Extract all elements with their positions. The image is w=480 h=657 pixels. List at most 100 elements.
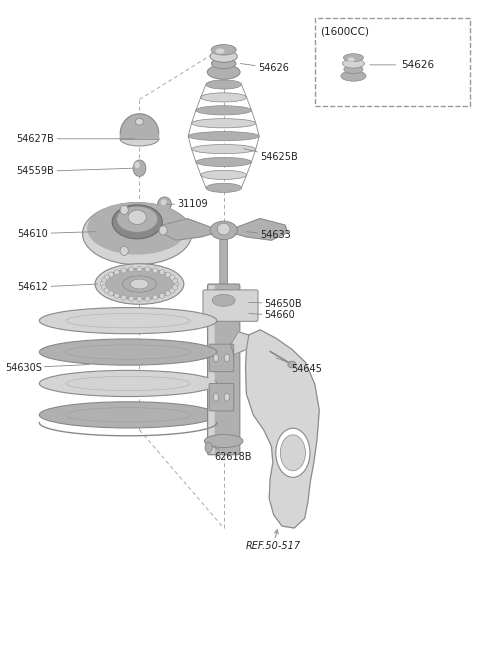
Text: 54626: 54626 (240, 63, 288, 73)
Ellipse shape (87, 202, 187, 254)
Ellipse shape (211, 45, 236, 55)
Ellipse shape (153, 295, 158, 300)
Ellipse shape (159, 269, 165, 275)
Ellipse shape (131, 279, 149, 289)
Ellipse shape (188, 131, 259, 141)
Ellipse shape (224, 394, 229, 401)
Ellipse shape (121, 295, 126, 300)
Ellipse shape (122, 276, 156, 292)
Ellipse shape (196, 158, 252, 167)
Ellipse shape (39, 371, 217, 397)
Ellipse shape (112, 205, 162, 239)
Ellipse shape (104, 288, 109, 293)
Ellipse shape (206, 183, 241, 193)
FancyBboxPatch shape (208, 285, 215, 453)
Ellipse shape (213, 394, 219, 401)
Text: 54626: 54626 (370, 60, 434, 70)
Ellipse shape (39, 339, 217, 365)
Ellipse shape (211, 58, 236, 69)
Ellipse shape (201, 93, 247, 102)
Ellipse shape (120, 206, 128, 214)
Polygon shape (246, 330, 319, 528)
Ellipse shape (205, 442, 212, 453)
Ellipse shape (206, 80, 241, 89)
Bar (315, 18, 469, 106)
Ellipse shape (210, 51, 237, 62)
Ellipse shape (159, 293, 165, 298)
Ellipse shape (210, 221, 237, 240)
Ellipse shape (100, 281, 106, 286)
Ellipse shape (101, 284, 107, 290)
Ellipse shape (137, 296, 142, 302)
Text: REF.50-517: REF.50-517 (246, 530, 300, 551)
Ellipse shape (165, 272, 171, 277)
Polygon shape (120, 114, 158, 139)
FancyBboxPatch shape (220, 238, 228, 287)
Ellipse shape (134, 162, 140, 168)
Ellipse shape (280, 435, 305, 471)
Ellipse shape (192, 145, 256, 154)
Ellipse shape (165, 291, 171, 296)
Text: 54627B: 54627B (17, 134, 134, 144)
Ellipse shape (212, 294, 235, 306)
Ellipse shape (108, 291, 114, 296)
Ellipse shape (129, 267, 134, 272)
Text: 54660: 54660 (249, 310, 295, 321)
Text: 54650B: 54650B (249, 299, 302, 309)
Ellipse shape (137, 266, 142, 271)
Text: 54559B: 54559B (17, 166, 132, 177)
Ellipse shape (145, 267, 150, 272)
Ellipse shape (288, 361, 296, 368)
FancyBboxPatch shape (209, 384, 234, 411)
Ellipse shape (204, 434, 243, 447)
Ellipse shape (95, 263, 184, 304)
Ellipse shape (217, 223, 230, 235)
Ellipse shape (344, 65, 363, 74)
Ellipse shape (276, 428, 310, 478)
Ellipse shape (161, 199, 167, 205)
Ellipse shape (128, 210, 146, 225)
Ellipse shape (169, 275, 175, 280)
Ellipse shape (83, 202, 192, 265)
Ellipse shape (343, 59, 364, 68)
Ellipse shape (216, 49, 225, 54)
Text: 62618B: 62618B (212, 446, 252, 463)
Ellipse shape (172, 284, 178, 290)
Ellipse shape (120, 131, 159, 146)
Ellipse shape (114, 293, 120, 298)
Polygon shape (235, 219, 288, 240)
Text: 54625B: 54625B (244, 148, 298, 162)
Ellipse shape (39, 402, 217, 428)
FancyBboxPatch shape (207, 284, 240, 455)
FancyBboxPatch shape (209, 344, 234, 372)
Ellipse shape (39, 307, 217, 334)
Ellipse shape (145, 296, 150, 302)
Ellipse shape (102, 268, 177, 300)
Text: 54630S: 54630S (5, 363, 89, 373)
Ellipse shape (133, 160, 146, 176)
Ellipse shape (201, 170, 247, 179)
Ellipse shape (108, 272, 114, 277)
Text: 54645: 54645 (276, 358, 322, 374)
Text: 31109: 31109 (167, 199, 208, 209)
Text: (1600CC): (1600CC) (320, 27, 369, 37)
Polygon shape (160, 219, 212, 240)
Ellipse shape (169, 288, 175, 293)
Ellipse shape (101, 278, 107, 283)
Ellipse shape (114, 269, 120, 275)
Ellipse shape (121, 268, 126, 273)
Ellipse shape (117, 206, 157, 233)
Ellipse shape (213, 354, 219, 362)
Text: 54610: 54610 (18, 229, 96, 238)
Ellipse shape (129, 296, 134, 302)
FancyBboxPatch shape (203, 290, 258, 321)
Ellipse shape (196, 106, 252, 115)
Ellipse shape (207, 65, 240, 79)
Ellipse shape (120, 246, 128, 256)
Ellipse shape (224, 354, 229, 362)
Ellipse shape (153, 268, 158, 273)
Ellipse shape (343, 54, 363, 62)
Ellipse shape (173, 281, 179, 286)
Text: 54612: 54612 (18, 283, 97, 292)
Ellipse shape (348, 57, 355, 62)
